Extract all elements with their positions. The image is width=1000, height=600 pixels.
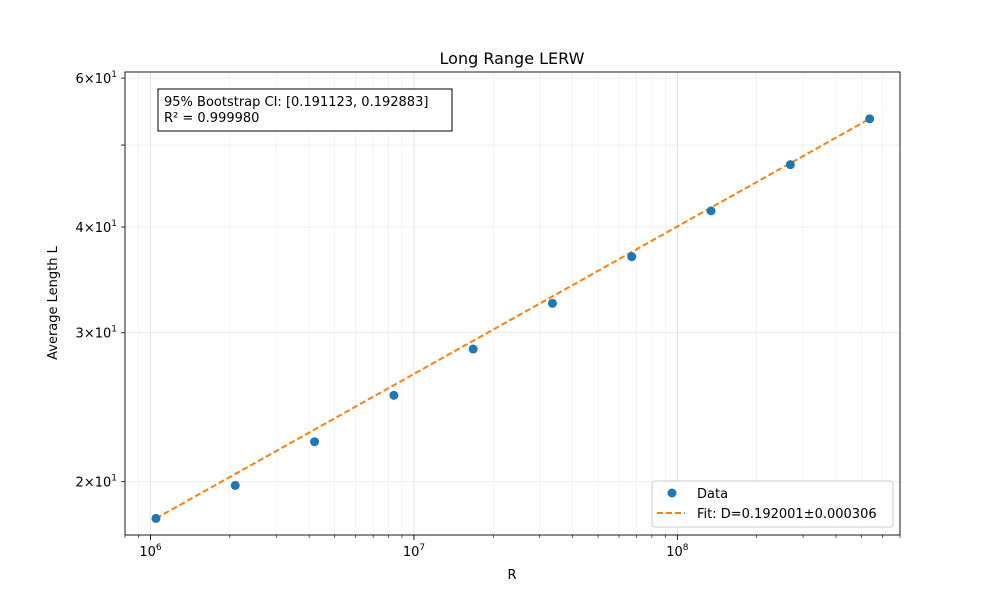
data-point	[706, 206, 716, 216]
annotation-box: 95% Bootstrap CI: [0.191123, 0.192883] R…	[157, 88, 453, 132]
data-point	[865, 114, 875, 124]
y-axis-label: Average Length L	[46, 245, 61, 359]
legend-marker-data	[667, 488, 677, 498]
chart-title: Long Range LERW	[440, 49, 585, 68]
data-point	[627, 252, 637, 262]
y-tick-label: 2×101	[76, 474, 117, 491]
data-point	[230, 480, 240, 490]
data-points-layer	[151, 114, 875, 523]
x-axis-label: R	[507, 568, 516, 583]
legend: Data Fit: D=0.192001±0.000306	[651, 480, 894, 528]
annotation-ci: 95% Bootstrap CI: [0.191123, 0.192883]	[164, 95, 428, 110]
data-point	[547, 298, 557, 308]
data-point	[151, 513, 161, 523]
y-axis-ticks: 2×101 3×101 4×101 6×101	[76, 70, 125, 491]
data-point	[785, 160, 795, 170]
annotation-frame	[157, 88, 453, 132]
annotation-r2: R² = 0.999980	[164, 111, 259, 126]
grid	[124, 72, 901, 535]
legend-frame	[651, 480, 894, 528]
legend-label-data: Data	[697, 487, 728, 502]
y-tick-label: 3×101	[76, 325, 117, 342]
fit-line	[155, 117, 871, 520]
fit-line-layer	[155, 117, 871, 520]
data-point	[389, 390, 399, 400]
y-tick-label: 6×101	[76, 70, 117, 87]
data-point	[310, 437, 320, 447]
y-tick-label: 4×101	[76, 219, 117, 236]
plot-frame	[124, 71, 901, 536]
legend-label-fit: Fit: D=0.192001±0.000306	[697, 507, 877, 522]
data-point	[468, 344, 478, 354]
